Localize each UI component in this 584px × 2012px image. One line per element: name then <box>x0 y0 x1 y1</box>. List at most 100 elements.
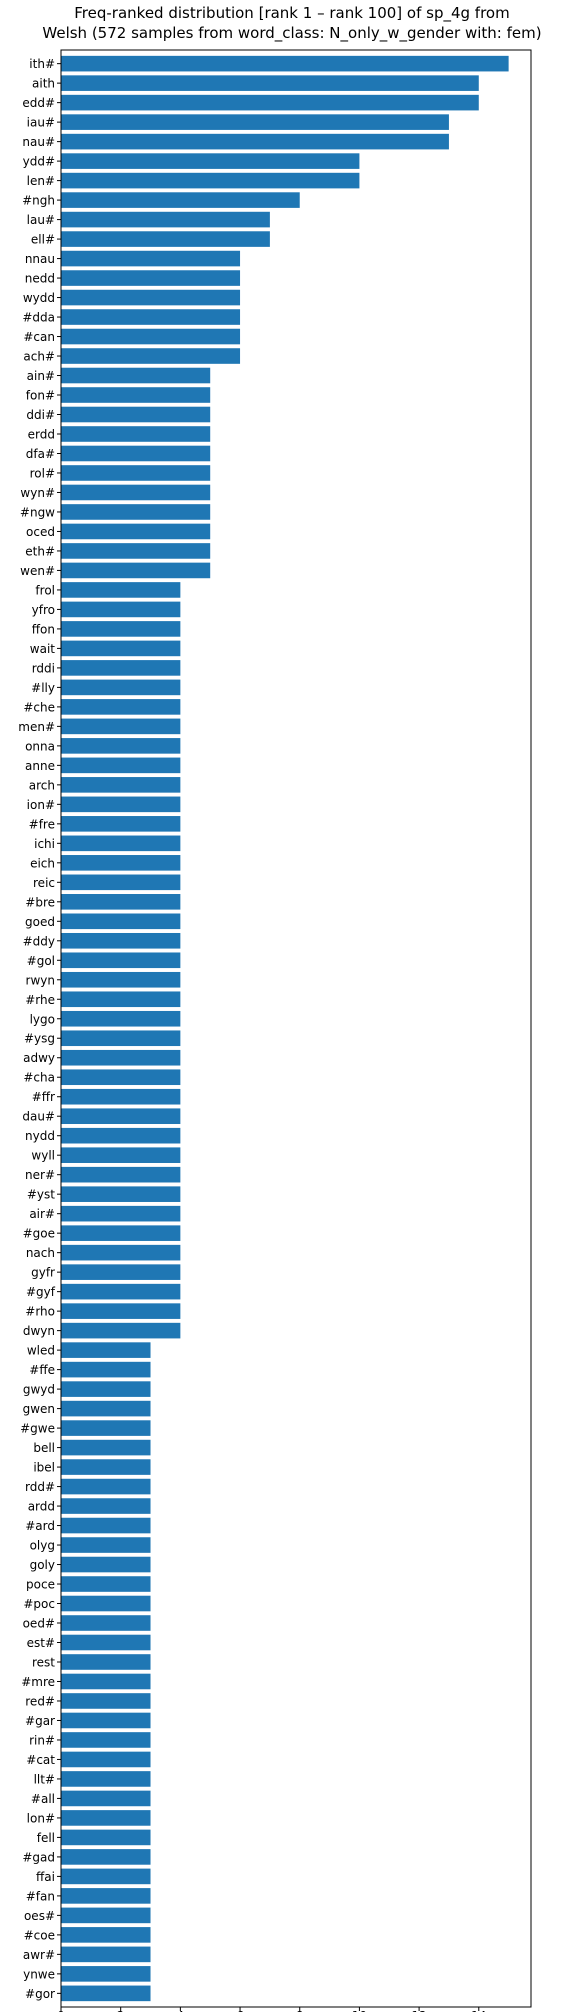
bar-lon# <box>61 1810 151 1826</box>
y-tick-label: rol# <box>30 466 55 480</box>
y-tick-label: #dda <box>22 311 55 325</box>
bar-frol <box>61 582 181 598</box>
bar-erdd <box>61 426 211 442</box>
bar-wyn# <box>61 484 211 501</box>
bar-#lly <box>61 679 181 696</box>
y-tick-label: aith <box>32 77 55 91</box>
bar-nach <box>61 1244 181 1261</box>
y-tick-label: est# <box>27 1636 55 1650</box>
bar-red# <box>61 1693 151 1709</box>
y-tick-label: eich <box>30 856 55 870</box>
y-tick-label: wled <box>27 1344 55 1358</box>
x-tick-label: 4 <box>177 2009 185 2012</box>
bar-wled <box>61 1342 151 1358</box>
y-tick-label: olyg <box>30 1539 55 1553</box>
bar-nau# <box>61 133 449 150</box>
bar-#mre <box>61 1673 151 1690</box>
y-tick-label: wyn# <box>20 486 55 500</box>
bar-#goe <box>61 1225 181 1241</box>
y-tick-label: #fre <box>29 817 55 831</box>
y-tick-label: fell <box>37 1831 55 1845</box>
y-tick-label: #can <box>23 330 55 344</box>
bar-adwy <box>61 1049 181 1066</box>
y-tick-label: ynwe <box>23 1967 55 1981</box>
y-tick-label: rddi <box>32 661 55 675</box>
y-tick-label: eth# <box>25 544 55 558</box>
x-tick-label: 0 <box>57 2009 65 2012</box>
y-tick-label: nedd <box>25 272 55 286</box>
bar-#dda <box>61 309 241 325</box>
y-tick-label: #poc <box>23 1597 55 1611</box>
x-tick-label: 8 <box>296 2009 304 2012</box>
bar-ydd# <box>61 153 360 169</box>
bar-gwyd <box>61 1381 151 1397</box>
y-tick-label: rin# <box>29 1733 55 1747</box>
y-tick-label: ell# <box>31 233 55 247</box>
y-tick-label: bell <box>33 1441 55 1455</box>
bar-ddi# <box>61 406 211 423</box>
y-tick-label: #ffe <box>29 1363 55 1377</box>
y-tick-label: #gor <box>25 1987 55 2001</box>
bar-#all <box>61 1790 151 1807</box>
bar-#ngh <box>61 192 300 208</box>
bar-rdd# <box>61 1478 151 1495</box>
bar-nnau <box>61 250 241 267</box>
bar-dfa# <box>61 445 211 462</box>
bar-#rhe <box>61 991 181 1008</box>
bar-eich <box>61 855 181 871</box>
y-tick-label: ion# <box>27 798 55 812</box>
bar-rest <box>61 1654 151 1670</box>
bar-gyfr <box>61 1264 181 1280</box>
y-tick-label: wyll <box>31 1149 55 1163</box>
y-tick-label: rwyn <box>26 973 55 987</box>
bar-anne <box>61 757 181 774</box>
y-tick-label: #gol <box>27 954 55 968</box>
bar-#fan <box>61 1888 151 1904</box>
bar-lygo <box>61 1010 181 1027</box>
bar-ach# <box>61 348 241 364</box>
y-tick-label: #gwe <box>20 1422 55 1436</box>
bar-#gol <box>61 952 181 969</box>
y-tick-label: #cat <box>26 1753 55 1767</box>
x-tick-label: 10 <box>352 2009 367 2012</box>
bar-oes# <box>61 1907 151 1924</box>
y-tick-label: nau# <box>22 135 55 149</box>
bar-ith# <box>61 55 509 72</box>
bar-oed# <box>61 1615 151 1631</box>
y-tick-label: #bre <box>25 895 55 909</box>
y-tick-label: dau# <box>22 1110 55 1124</box>
y-tick-label: edd# <box>22 96 55 110</box>
bar-#ngw <box>61 504 211 520</box>
bar-#che <box>61 699 181 715</box>
y-tick-label: #ffr <box>32 1090 55 1104</box>
y-tick-label: #yst <box>27 1188 55 1202</box>
y-tick-label: yfro <box>32 603 55 617</box>
y-tick-label: #goe <box>23 1227 55 1241</box>
y-tick-label: dfa# <box>26 447 55 461</box>
bar-wydd <box>61 289 241 306</box>
bar-#gar <box>61 1712 151 1729</box>
bar-wyll <box>61 1147 181 1163</box>
bar-arch <box>61 777 181 793</box>
y-tick-label: ain# <box>27 369 55 383</box>
y-tick-label: dwyn <box>23 1324 55 1338</box>
bar-#ddy <box>61 932 181 949</box>
y-tick-label: #ngh <box>22 194 55 208</box>
y-tick-label: ffon <box>32 622 55 636</box>
bar-#ysg <box>61 1030 181 1047</box>
y-tick-label: frol <box>35 583 55 597</box>
y-tick-label: ith# <box>29 57 55 71</box>
bar-aith <box>61 75 479 91</box>
bar-poce <box>61 1576 151 1592</box>
bar-onna <box>61 738 181 754</box>
y-tick-label: reic <box>33 876 55 890</box>
bar-ardd <box>61 1498 151 1514</box>
bar-bell <box>61 1439 151 1456</box>
y-tick-label: lon# <box>27 1811 55 1825</box>
y-tick-label: #coe <box>24 1928 55 1942</box>
y-tick-label: nydd <box>25 1129 55 1143</box>
bar-eth# <box>61 543 211 559</box>
bar-rin# <box>61 1732 151 1748</box>
y-tick-label: ydd# <box>23 155 55 169</box>
bar-iau# <box>61 114 449 130</box>
